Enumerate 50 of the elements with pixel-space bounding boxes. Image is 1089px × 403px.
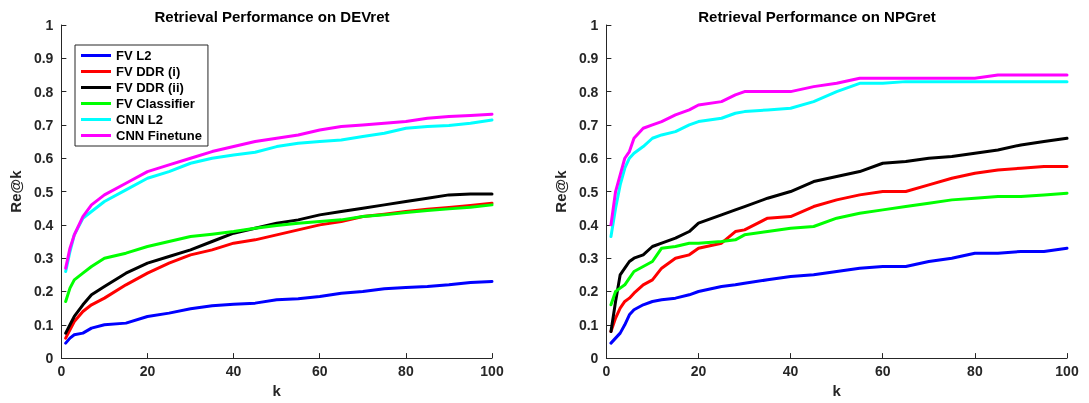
y-tick-label: 0.3 <box>33 250 54 267</box>
y-axis-title: Re@k <box>552 169 569 213</box>
y-axis-title: Re@k <box>7 169 24 213</box>
y-tick-label: 0.6 <box>578 150 599 167</box>
x-tick-label: 0 <box>57 363 66 380</box>
y-tick-label: 0.5 <box>578 183 599 200</box>
y-tick-label: 0 <box>45 350 54 367</box>
y-tick-label: 1 <box>45 17 54 33</box>
y-tick-label: 0.8 <box>33 83 54 100</box>
y-tick-label: 0 <box>590 350 599 367</box>
y-tick-label: 0.7 <box>33 116 54 133</box>
x-tick-label: 20 <box>690 363 707 380</box>
line-series <box>609 246 1069 345</box>
chart-title: Retrieval Performance on NPGret <box>698 8 936 25</box>
chart-title: Retrieval Performance on DEVret <box>154 8 390 25</box>
x-tick-label: 40 <box>782 363 799 380</box>
x-tick-label: 100 <box>1055 363 1079 380</box>
line-series <box>64 279 494 345</box>
y-tick-label: 0.7 <box>578 116 599 133</box>
x-tick-label: 100 <box>480 363 504 380</box>
x-tick-label: 80 <box>398 363 414 380</box>
legend-label: FV DDR (i) <box>116 64 181 79</box>
line-series <box>64 203 494 303</box>
x-tick-label: 20 <box>139 363 156 380</box>
x-tick-label: 0 <box>602 363 611 380</box>
y-tick-label: 0.1 <box>33 316 54 333</box>
y-tick-label: 0.2 <box>33 283 54 300</box>
x-tick-label: 60 <box>874 363 891 380</box>
line-series <box>609 191 1069 307</box>
x-axis-title: k <box>832 382 842 399</box>
y-tick-label: 1 <box>590 17 599 33</box>
y-tick-label: 0.1 <box>578 316 599 333</box>
y-tick-label: 0.5 <box>33 183 54 200</box>
x-tick-label: 80 <box>967 363 983 380</box>
y-tick-label: 0.8 <box>578 83 599 100</box>
y-tick-label: 0.4 <box>578 216 599 233</box>
x-tick-label: 60 <box>311 363 328 380</box>
y-tick-label: 0.4 <box>33 216 54 233</box>
y-tick-label: 0.6 <box>33 150 54 167</box>
x-axis-title: k <box>272 382 282 399</box>
legend-label: FV DDR (ii) <box>116 80 184 95</box>
legend-label: FV L2 <box>116 48 152 63</box>
legend-label: CNN L2 <box>116 112 163 127</box>
y-tick-label: 0.3 <box>578 250 599 267</box>
y-tick-label: 0.9 <box>578 50 599 67</box>
y-tick-label: 0.2 <box>578 283 599 300</box>
legend-label: FV Classifier <box>116 96 195 111</box>
x-tick-label: 40 <box>225 363 242 380</box>
y-tick-label: 0.9 <box>33 50 54 67</box>
legend-label: CNN Finetune <box>116 128 202 143</box>
